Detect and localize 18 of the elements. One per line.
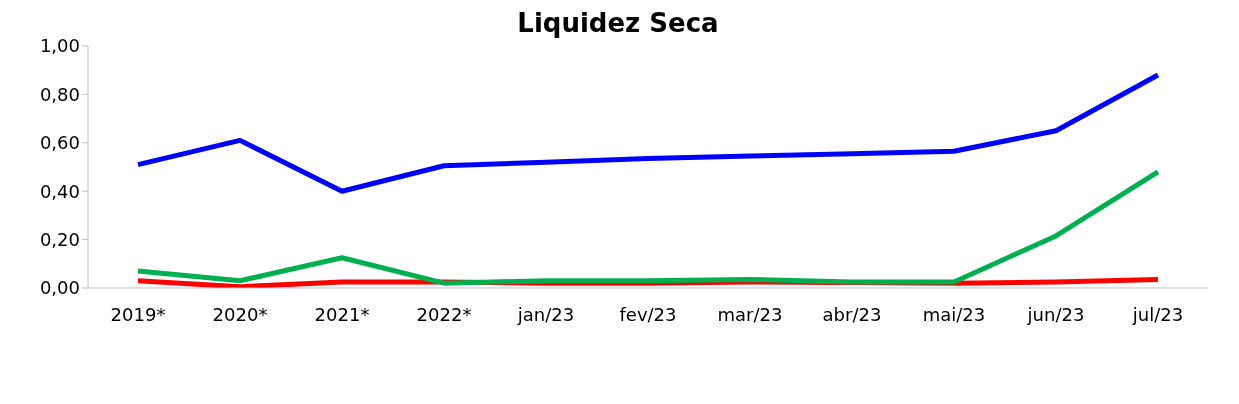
x-tick-label: 2019*: [110, 303, 166, 325]
x-tick-label: 2020*: [212, 303, 268, 325]
x-tick-label: jul/23: [1131, 303, 1184, 325]
x-tick-label: 2021*: [314, 303, 370, 325]
y-tick-label: 0,40: [39, 180, 80, 202]
x-tick-label: mar/23: [717, 303, 783, 325]
chart-title: Liquidez Seca: [517, 8, 719, 38]
x-tick-label: mai/23: [922, 303, 986, 325]
y-tick-label: 1,00: [39, 35, 80, 57]
x-tick-label: 2022*: [416, 303, 472, 325]
x-tick-label: abr/23: [822, 303, 882, 325]
x-tick-label: fev/23: [619, 303, 677, 325]
y-tick-label: 0,00: [39, 277, 80, 299]
x-tick-label: jun/23: [1026, 303, 1085, 325]
x-tick-label: jan/23: [516, 303, 575, 325]
y-tick-label: 0,60: [39, 132, 80, 154]
y-tick-label: 0,80: [39, 83, 80, 105]
y-tick-label: 0,20: [39, 228, 80, 250]
